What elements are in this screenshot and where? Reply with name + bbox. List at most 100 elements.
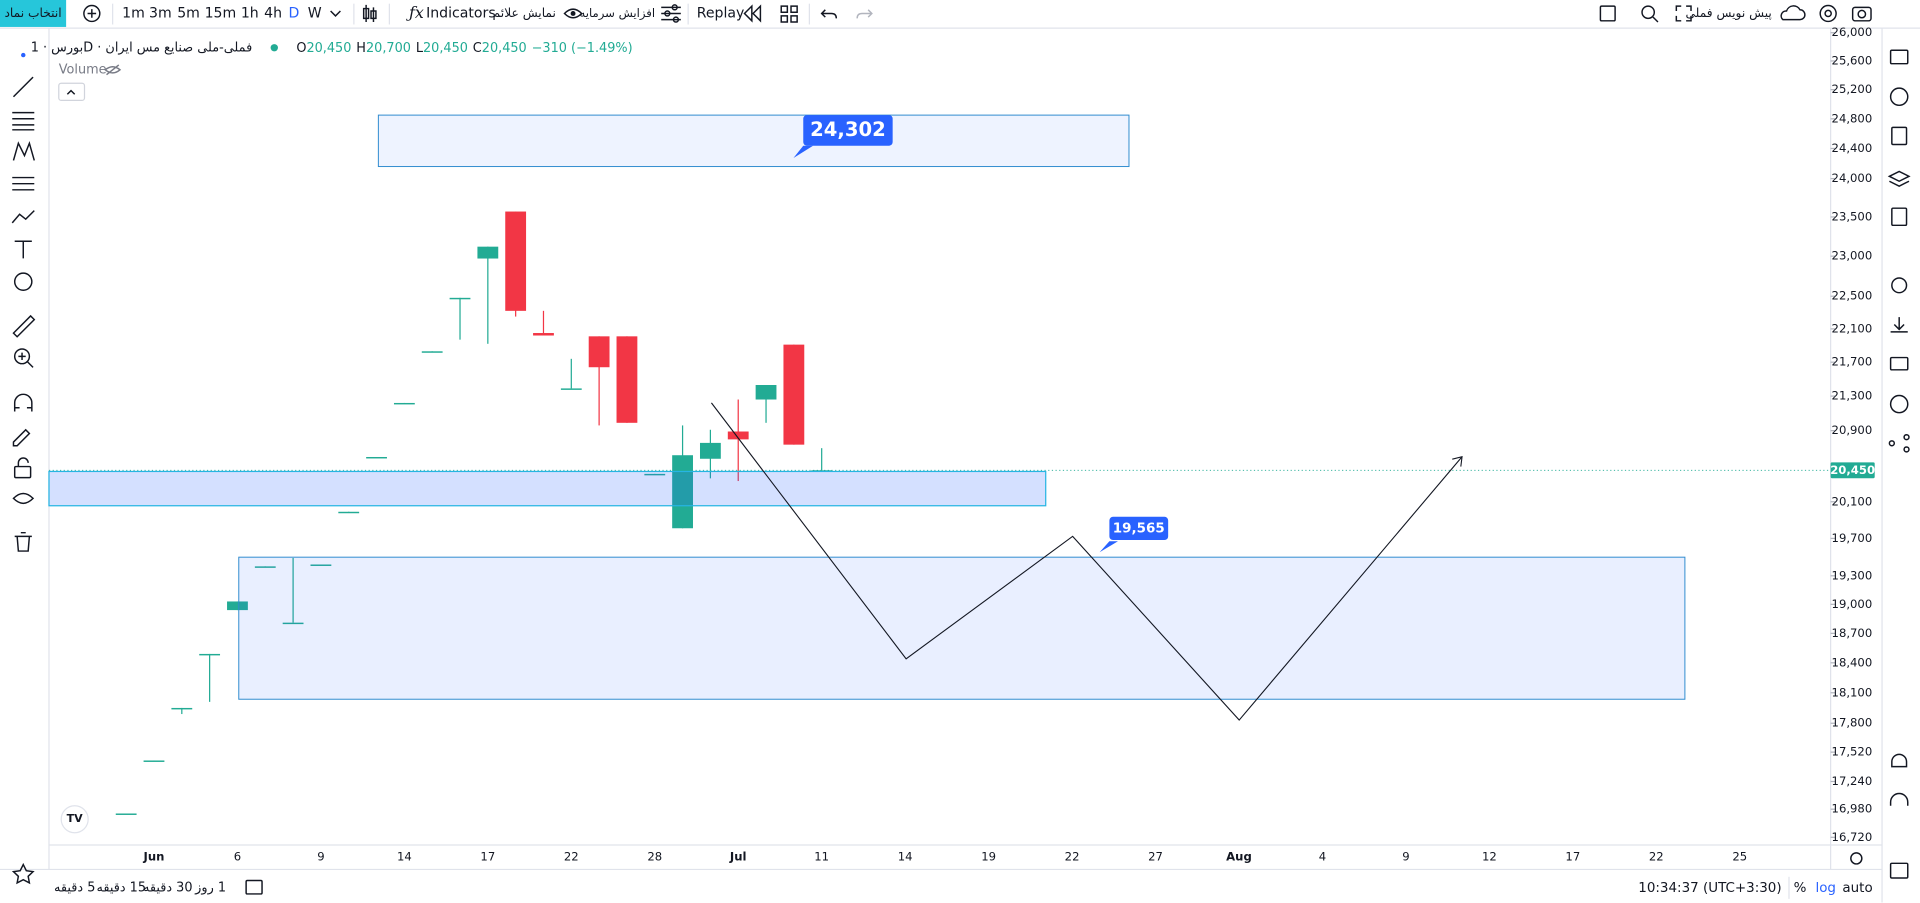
x-tick-label: 22 [1649,850,1664,864]
x-tick-label: 9 [317,850,324,864]
projection-tool[interactable] [12,176,35,191]
range-button[interactable]: 15 دقیقه [96,880,146,895]
zoom-tool[interactable] [13,348,31,365]
interval-button[interactable]: 1m [122,5,145,21]
tv-logo[interactable] [60,805,89,834]
settings-core [1824,9,1832,18]
expand-icon[interactable] [1675,5,1692,22]
hidden-icon[interactable] [104,64,122,76]
replay-button[interactable]: Replay [697,5,745,21]
settings-side-icon[interactable] [1891,277,1908,294]
profile-icon[interactable] [1889,394,1909,414]
x-tick-label: 14 [397,850,412,864]
alerts-icon[interactable] [1889,87,1909,107]
calendar-icon[interactable] [1891,207,1908,227]
lock-tool[interactable] [13,465,32,479]
draft-button[interactable]: پیش نویس فملی [1685,6,1771,21]
interval-button[interactable]: 5m [177,5,200,21]
redo-icon[interactable] [856,9,873,19]
cloud-icon [1780,5,1806,21]
percent-toggle[interactable]: % [1794,881,1807,896]
y-tick-label: 18,700 [1832,626,1873,640]
candle-body [783,344,805,445]
candle-body [672,455,693,529]
y-tick-label: 19,000 [1832,597,1873,611]
chart-type-icon[interactable] [362,4,377,23]
support-icon[interactable] [1889,792,1909,806]
share-icon[interactable] [1888,440,1896,447]
ohlc-key: C [473,40,482,55]
notifications-icon[interactable] [1891,753,1908,768]
trend-line-tool[interactable] [12,76,34,98]
settings-icon[interactable] [1819,4,1837,23]
callout-label: 19,565 [1113,521,1165,536]
layers-icon[interactable] [1887,170,1911,187]
range-button[interactable]: 1 روز [194,880,226,895]
callout-box[interactable] [1109,516,1169,541]
arrow-head [1452,456,1463,467]
emoji-tool[interactable] [13,272,33,291]
rectangle-drawing[interactable] [48,470,1047,507]
plot-area: 26,000 25,600 25,200 24,800 24,400 24,000 23,5… [48,25,1875,864]
camera-icon[interactable] [1851,6,1872,22]
range-button[interactable]: 5 دقیقه [54,880,95,895]
magnet-tool[interactable] [13,393,33,412]
notes-icon[interactable] [1891,126,1908,146]
rectangle-drawing[interactable] [238,556,1686,700]
interval-button[interactable]: 4h [264,5,282,21]
x-tick-label: 25 [1732,850,1747,864]
delete-tool[interactable] [14,531,32,552]
callout-box[interactable] [803,115,893,146]
ohlc-value: 20,450 [423,40,468,55]
path-drawing[interactable] [710,402,1463,721]
symbol-button[interactable] [0,0,67,27]
x-tick-label: 9 [1402,850,1409,864]
interval-button[interactable]: 15m [205,5,237,21]
symbol-button-label[interactable]: انتخاب نماد [4,6,61,20]
auto-toggle[interactable]: auto [1842,881,1872,896]
date-range-icon[interactable] [245,879,263,895]
range-button[interactable]: 30 دقیقه [143,880,193,895]
candle-body [505,211,527,311]
x-tick-label: 28 [647,850,662,864]
ruler-tool[interactable] [12,314,36,338]
y-tick-label: 21,700 [1832,355,1873,369]
ohlc-key: L [416,40,424,55]
panel-icon[interactable] [1889,862,1909,879]
cursor-tool[interactable] [21,52,26,58]
favorites-tool[interactable] [11,862,35,885]
watchlist-icon[interactable] [1889,49,1909,65]
capital-increase-button[interactable]: افزایش سرمایه [580,6,656,21]
rectangle-drawing[interactable] [377,114,1130,168]
signals-button[interactable]: نمایش علائم [493,6,556,21]
interval-button[interactable]: 1h [241,5,259,21]
card-icon[interactable] [1889,356,1909,371]
share-node [1903,446,1910,453]
search-icon[interactable] [1641,5,1656,20]
candle-body [755,385,777,400]
hide-tool[interactable] [12,492,35,505]
fib-tool[interactable] [12,111,35,131]
pattern-tool[interactable] [12,141,35,161]
text-tool[interactable] [14,240,32,259]
interval-button[interactable]: D [288,5,299,21]
y-tick-label: 19,300 [1832,568,1873,582]
x-tick-label: Aug [1226,850,1252,864]
axis-settings[interactable] [1850,852,1863,865]
indicators-button[interactable]: Indicators [426,5,496,21]
interval-dropdown[interactable] [330,10,341,17]
log-toggle[interactable]: log [1815,881,1836,896]
undo-icon[interactable] [820,9,838,19]
x-tick-label: Jul [729,850,747,864]
interval-button[interactable]: 3m [149,5,172,21]
draw-mode-tool[interactable] [12,428,31,447]
forecast-tool[interactable] [11,210,35,224]
interval-button[interactable]: W [308,5,322,21]
layout-icon[interactable] [780,5,798,23]
download-icon[interactable] [1890,317,1908,333]
fullscreen-icon[interactable] [1599,5,1616,22]
add-symbol[interactable] [83,4,101,23]
y-tick-label: 24,800 [1832,111,1873,125]
slider-knob [664,10,671,17]
